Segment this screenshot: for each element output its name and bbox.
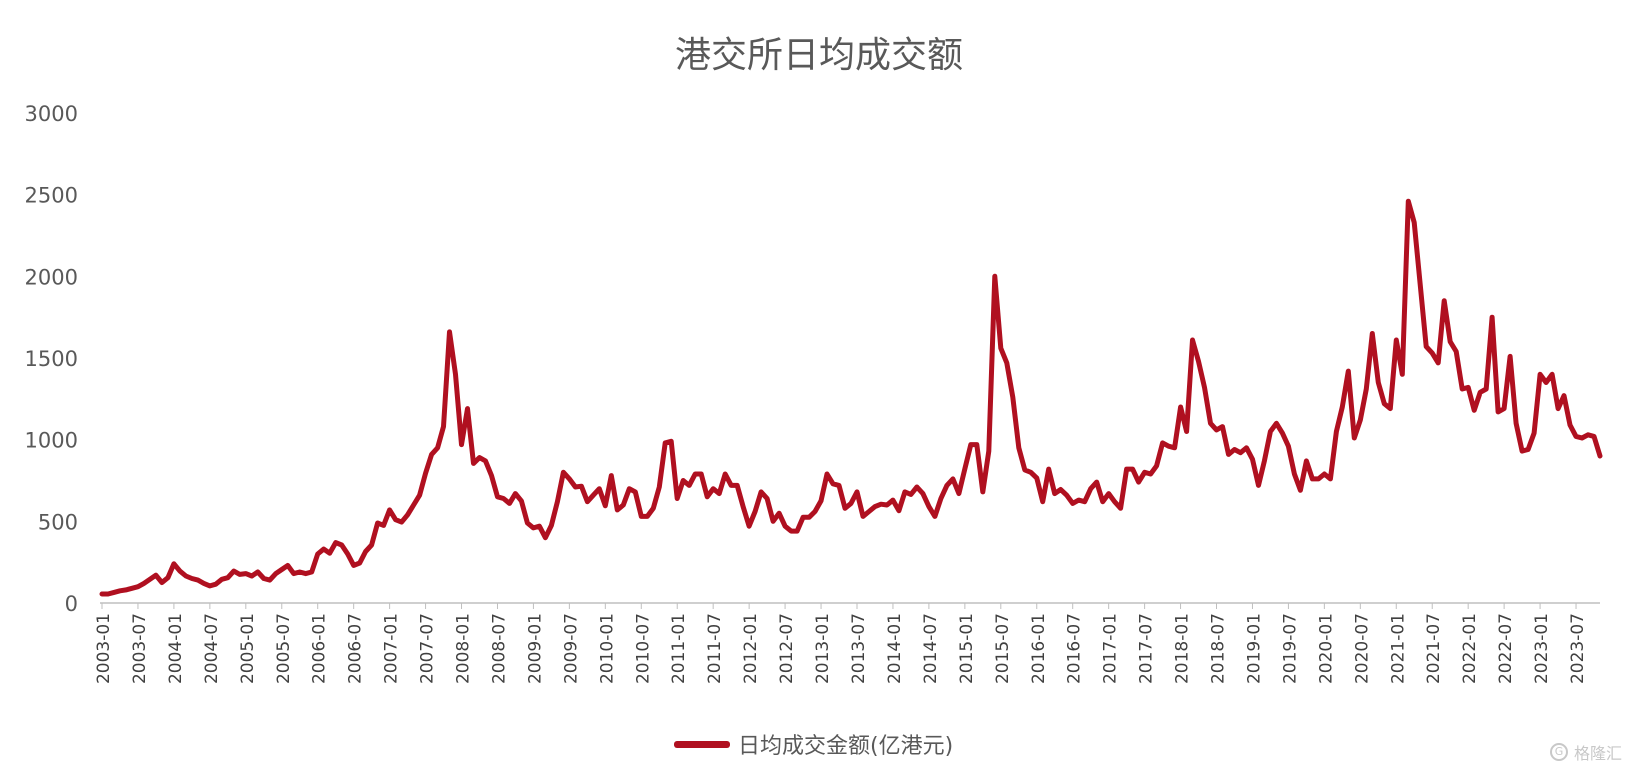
x-tick-label: 2011-07: [705, 613, 725, 684]
legend-label: 日均成交金额(亿港元): [738, 734, 954, 759]
x-tick-label: 2021-01: [1388, 613, 1408, 684]
y-tick-label: 0: [65, 592, 78, 616]
x-tick-label: 2003-07: [130, 613, 150, 684]
x-tick-label: 2023-01: [1532, 613, 1552, 684]
x-tick-label: 2022-07: [1496, 613, 1516, 684]
x-tick-label: 2008-07: [489, 613, 509, 684]
x-tick-label: 2017-07: [1137, 613, 1157, 684]
x-tick-label: 2016-01: [1029, 613, 1049, 684]
x-tick-label: 2020-01: [1316, 613, 1336, 684]
watermark: G 格隆汇: [1549, 740, 1622, 764]
x-tick-label: 2009-07: [561, 613, 581, 684]
x-tick-label: 2003-01: [94, 613, 114, 684]
y-tick-label: 1000: [25, 429, 78, 453]
x-tick-label: 2007-07: [418, 613, 438, 684]
x-tick-label: 2012-01: [741, 613, 761, 684]
x-tick-label: 2010-01: [597, 613, 617, 684]
legend: 日均成交金额(亿港元): [674, 728, 953, 760]
x-tick-label: 2013-07: [849, 613, 869, 684]
chart-title: 港交所日均成交额: [674, 35, 963, 76]
x-tick-label: 2012-07: [777, 613, 797, 684]
legend-swatch: [674, 740, 730, 748]
x-tick-label: 2006-07: [346, 613, 366, 684]
x-tick-label: 2021-07: [1424, 613, 1444, 684]
x-tick-label: 2018-01: [1173, 613, 1193, 684]
x-tick-label: 2013-01: [813, 613, 833, 684]
series-line: [99, 198, 1603, 597]
y-tick-label: 1500: [25, 347, 78, 371]
x-tick-label: 2023-07: [1568, 613, 1588, 684]
x-tick-label: 2004-01: [166, 613, 186, 684]
x-tick-label: 2016-07: [1065, 613, 1085, 684]
x-tick-label: 2015-01: [957, 613, 977, 684]
x-tick-label: 2006-01: [310, 613, 330, 684]
x-tick-label: 2014-07: [921, 613, 941, 684]
x-tick-label: 2014-01: [885, 613, 905, 684]
x-tick-label: 2004-07: [202, 613, 222, 684]
y-tick-label: 3000: [25, 102, 78, 126]
x-tick-label: 2018-07: [1209, 613, 1229, 684]
y-tick-label: 2000: [25, 265, 78, 289]
x-tick-label: 2005-07: [274, 613, 294, 684]
x-tick-label: 2022-01: [1460, 613, 1480, 684]
x-tick-label: 2005-01: [238, 613, 258, 684]
watermark-text: 格隆汇: [1573, 744, 1622, 763]
x-tick-label: 2008-01: [454, 613, 474, 684]
x-tick-label: 2007-01: [382, 613, 402, 684]
x-tick-label: 2020-07: [1352, 613, 1372, 684]
x-tick-label: 2009-01: [525, 613, 545, 684]
x-tick-label: 2010-07: [633, 613, 653, 684]
watermark-logo-icon: G: [1549, 743, 1568, 761]
x-tick-label: 2015-07: [993, 613, 1013, 684]
x-tick-label: 2019-07: [1280, 613, 1300, 684]
x-tick-label: 2017-01: [1101, 613, 1121, 684]
y-tick-label: 2500: [25, 184, 78, 208]
y-tick-label: 500: [38, 510, 78, 534]
x-tick-label: 2019-01: [1244, 613, 1264, 684]
x-tick-label: 2011-01: [669, 613, 689, 684]
